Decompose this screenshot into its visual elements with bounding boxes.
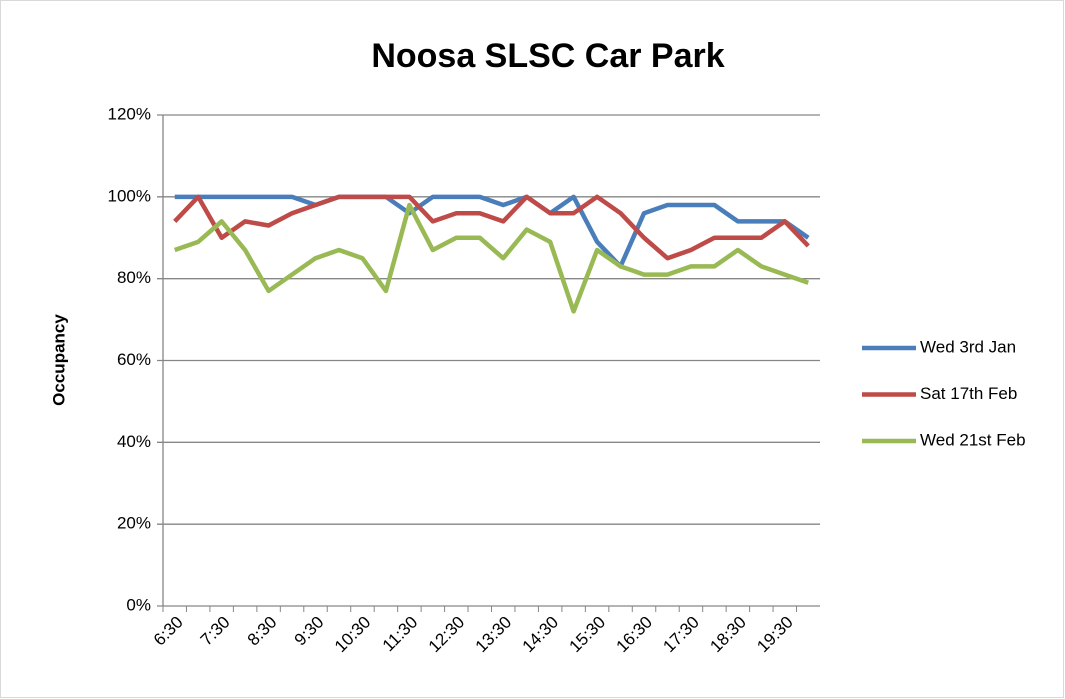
y-axis-title: Occupancy <box>49 314 68 406</box>
legend-label: Sat 17th Feb <box>920 384 1017 403</box>
series-line <box>173 194 810 261</box>
y-tick-label: 0% <box>126 595 151 614</box>
chart-title: Noosa SLSC Car Park <box>371 37 724 75</box>
y-tick-label: 20% <box>117 514 151 533</box>
y-tick-label: 60% <box>117 350 151 369</box>
y-tick-label: 120% <box>108 104 151 123</box>
series-line <box>173 202 810 314</box>
series-line <box>174 194 810 269</box>
legend-label: Wed 21st Feb <box>920 430 1026 449</box>
legend-label: Wed 3rd Jan <box>920 337 1016 356</box>
y-tick-label: 80% <box>117 268 151 287</box>
y-tick-label: 40% <box>117 432 151 451</box>
y-tick-label: 100% <box>108 186 151 205</box>
